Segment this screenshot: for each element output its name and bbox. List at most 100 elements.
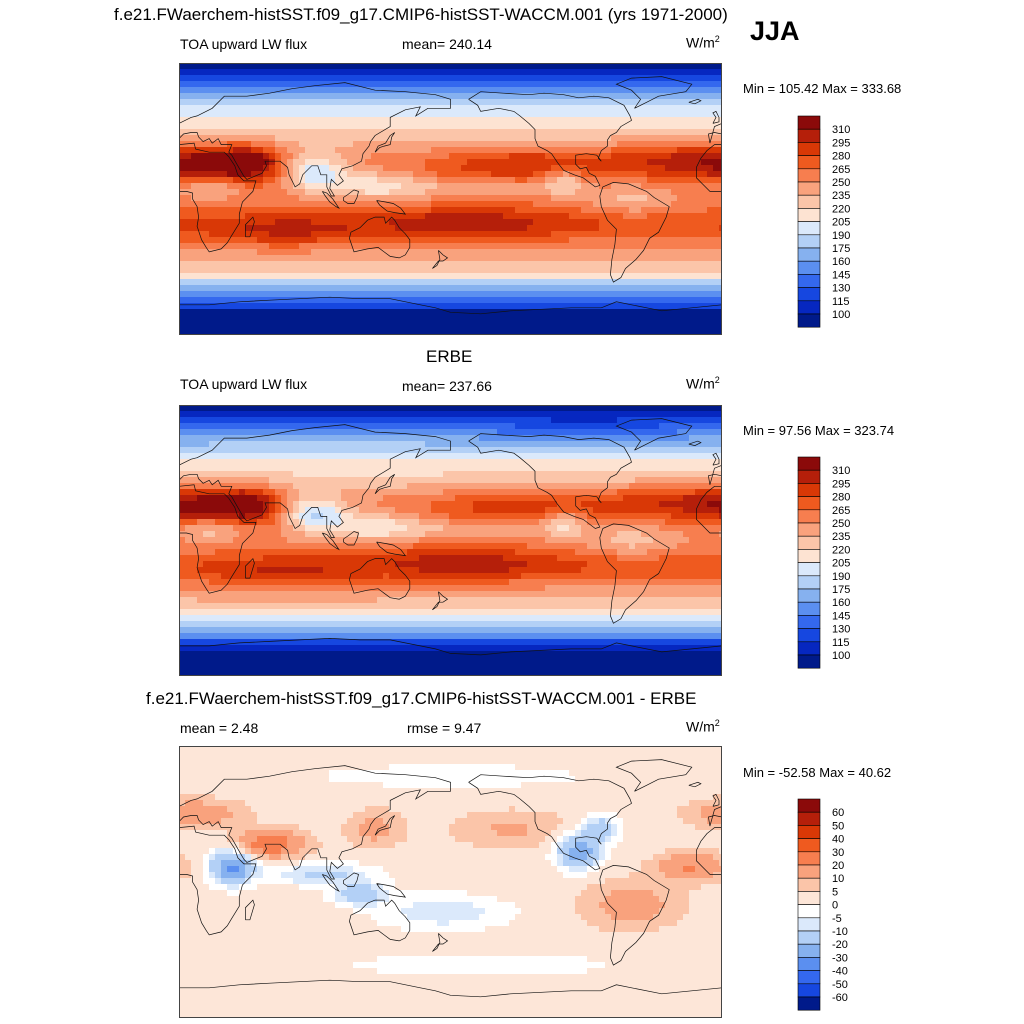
- colorbar-swatch: [797, 274, 821, 288]
- map-difference: [179, 746, 722, 1018]
- colorbar-tick-label: 190: [832, 230, 850, 242]
- colorbar-swatch: [797, 522, 821, 537]
- colorbar-tick-label: 145: [832, 610, 850, 622]
- colorbar-tick-label: 130: [832, 283, 850, 295]
- colorbar-tick-label: 235: [832, 531, 850, 543]
- colorbar-tick-label: 250: [832, 518, 850, 530]
- colorbar-swatch: [797, 456, 821, 471]
- colorbar-swatch: [797, 287, 821, 302]
- colorbar-swatch: [797, 917, 821, 932]
- colorbar-swatch: [797, 221, 821, 236]
- colorbar-swatch: [797, 208, 821, 222]
- colorbar-swatch: [797, 247, 821, 262]
- colorbar-tick-label: 295: [832, 137, 850, 149]
- colorbar-tick-label: 5: [832, 886, 838, 898]
- colorbar-tick-label: 20: [832, 860, 844, 872]
- colorbar-tick-label: 30: [832, 847, 844, 859]
- colorbar-swatch: [797, 654, 821, 669]
- panel1-left-label: TOA upward LW flux: [180, 36, 308, 52]
- colorbar-swatch: [797, 641, 821, 656]
- colorbar-swatch: [797, 128, 821, 143]
- colorbar-tick-label: 310: [832, 124, 850, 136]
- panel3-unit-label: W/m2: [686, 718, 720, 735]
- colorbar-tick-label: 115: [832, 296, 850, 308]
- colorbar-tick-label: 60: [832, 807, 844, 819]
- colorbar-tick-label: 205: [832, 558, 850, 570]
- colorbar-swatch: [797, 996, 821, 1011]
- colorbar-swatch: [797, 300, 821, 315]
- colorbar-swatch: [797, 575, 821, 590]
- colorbar-tick-label: 160: [832, 597, 850, 609]
- colorbar-swatch: [797, 851, 821, 866]
- colorbar-swatch: [797, 601, 821, 616]
- colorbar-tick-label: 280: [832, 151, 850, 163]
- colorbar-tick-label: 280: [832, 492, 850, 504]
- colorbar-swatch: [797, 469, 821, 484]
- colorbar-swatch: [797, 496, 821, 511]
- panel3-rmse-label: rmse = 9.47: [407, 720, 482, 736]
- colorbar-tick-label: -10: [832, 926, 848, 938]
- colorbar-swatch: [797, 115, 821, 130]
- colorbar-swatch: [797, 838, 821, 853]
- colorbar-tick-label: 175: [832, 584, 850, 596]
- coastlines: [179, 759, 722, 998]
- colorbar-tick-label: -20: [832, 939, 848, 951]
- colorbar-tick-label: -5: [832, 913, 842, 925]
- colorbar-swatch: [797, 509, 821, 524]
- panel1-unit-label: W/m2: [686, 34, 720, 51]
- panel2-title: ERBE: [426, 347, 473, 366]
- colorbar-tick-label: 10: [832, 873, 844, 885]
- colorbar-tick-label: 100: [832, 650, 850, 662]
- panel1-minmax: Min = 105.42 Max = 333.68: [743, 81, 902, 96]
- colorbar-swatch: [797, 825, 821, 839]
- colorbar-tick-label: 0: [832, 900, 838, 912]
- panel2-minmax: Min = 97.56 Max = 323.74: [743, 423, 895, 438]
- colorbar-tick-label: 40: [832, 834, 844, 846]
- panel1-mean-label: mean= 240.14: [402, 36, 492, 52]
- colorbar-tick-label: 115: [832, 637, 850, 649]
- colorbar-tick-label: -30: [832, 952, 848, 964]
- colorbar-swatch: [797, 155, 821, 170]
- colorbar-tick-label: -40: [832, 966, 848, 978]
- colorbar-swatch: [797, 943, 821, 958]
- colorbar-swatch: [797, 562, 821, 577]
- colorbar-tick-label: 235: [832, 190, 850, 202]
- colorbar-tick-label: 265: [832, 164, 850, 176]
- colorbar-tick-label: 190: [832, 571, 850, 583]
- map-frame: [179, 63, 722, 335]
- panel2-left-label: TOA upward LW flux: [180, 376, 308, 392]
- colorbar-tick-label: 250: [832, 177, 850, 189]
- colorbar-swatch: [797, 181, 821, 196]
- colorbar-swatch: [797, 957, 821, 971]
- colorbar-swatch: [797, 904, 821, 919]
- colorbar-tick-label: 220: [832, 203, 850, 215]
- coastlines: [179, 76, 722, 315]
- colorbar-swatch: [797, 970, 821, 985]
- colorbar-model: 3102952802652502352202051901751601451301…: [797, 115, 850, 328]
- map-frame: [179, 405, 722, 676]
- colorbar-tick-label: 130: [832, 624, 850, 636]
- field-cells: [179, 63, 722, 335]
- colorbar-swatch: [797, 142, 821, 156]
- colorbar-swatch: [797, 483, 821, 497]
- colorbar-tick-label: -60: [832, 992, 848, 1004]
- panel2-unit-label: W/m2: [686, 375, 720, 392]
- colorbar-swatch: [797, 891, 821, 905]
- colorbar-swatch: [797, 628, 821, 643]
- colorbar-swatch: [797, 615, 821, 629]
- colorbar-swatch: [797, 983, 821, 998]
- season-label: JJA: [750, 16, 800, 46]
- colorbar-swatch: [797, 588, 821, 603]
- colorbar-tick-label: 205: [832, 217, 850, 229]
- map-frame: [179, 746, 722, 1018]
- panel2-mean-label: mean= 237.66: [402, 378, 492, 394]
- colorbar-swatch: [797, 798, 821, 813]
- colorbar-tick-label: 295: [832, 478, 850, 490]
- colorbar-swatch: [797, 877, 821, 892]
- coastlines: [179, 418, 722, 656]
- colorbar-swatch: [797, 811, 821, 826]
- colorbar-tick-label: 220: [832, 544, 850, 556]
- panel3-minmax: Min = -52.58 Max = 40.62: [743, 765, 892, 780]
- colorbar-swatch: [797, 864, 821, 879]
- colorbar-tick-label: 145: [832, 269, 850, 281]
